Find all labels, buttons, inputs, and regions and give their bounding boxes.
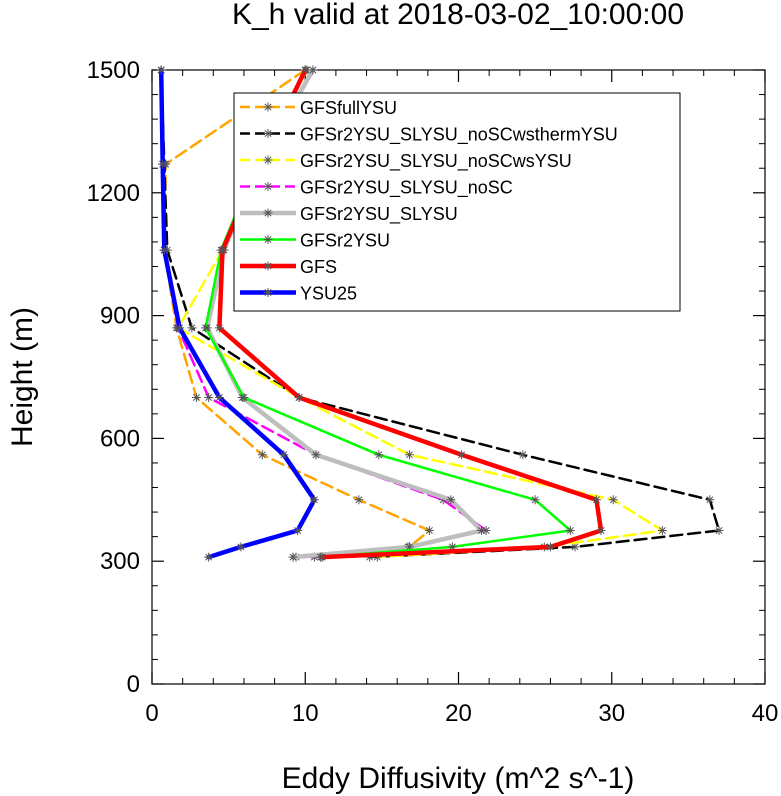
- data-point-gfsr2ysu-slysu: [476, 526, 486, 535]
- legend-item-gfsfullysu: GFSfullYSU: [240, 98, 397, 118]
- data-point-gfs: [457, 450, 467, 460]
- data-point-gfsr2ysu-slysu-noscwsthermysu: [714, 526, 724, 535]
- data-point-gfsr2ysu-slysu-noscwsthermysu: [518, 450, 528, 460]
- legend-item-gfsr2ysu-slysu-noscwsysu: GFSr2YSU_SLYSU_noSCwsYSU: [240, 151, 572, 172]
- legend-marker-gfs: [263, 261, 273, 271]
- legend-label-ysu25: YSU25: [300, 284, 357, 304]
- series-line-gfsfullysu: [163, 68, 431, 559]
- legend-label-gfsr2ysu-slysu: GFSr2YSU_SLYSU: [300, 204, 458, 225]
- x-tick-label: 10: [292, 700, 319, 727]
- data-point-gfsr2ysu-slysu: [311, 450, 321, 460]
- data-point-gfsr2ysu-slysu-noscwsthermysu: [705, 495, 715, 505]
- legend-label-gfsr2ysu-slysu-noscwsysu: GFSr2YSU_SLYSU_noSCwsYSU: [300, 151, 572, 172]
- data-point-gfsr2ysu-slysu: [288, 552, 298, 562]
- legend-item-ysu25: YSU25: [240, 284, 357, 304]
- data-point-gfsfullysu: [424, 526, 434, 535]
- legend: GFSfullYSU GFSr2YSU_SLYSU_noSCwsthermYSU G…: [233, 92, 681, 312]
- data-point-gfs: [596, 526, 606, 535]
- legend-label-gfsr2ysu: GFSr2YSU: [300, 231, 390, 251]
- data-point-ysu25: [175, 323, 185, 333]
- data-point-gfsr2ysu-slysu-nosc: [204, 392, 214, 402]
- legend-item-gfs: GFS: [240, 257, 337, 277]
- legend-marker-gfsr2ysu-slysu-noscwsthermysu: [263, 129, 273, 138]
- data-point-gfsfullysu: [191, 392, 201, 402]
- legend-label-gfsfullysu: GFSfullYSU: [300, 98, 397, 118]
- data-point-gfsr2ysu-slysu-nosc: [481, 526, 491, 535]
- legend-label-gfsr2ysu-slysu-noscwsthermysu: GFSr2YSU_SLYSU_noSCwsthermYSU: [300, 125, 618, 146]
- legend-marker-gfsr2ysu-slysu-noscwsysu: [263, 155, 273, 165]
- data-point-gfsr2ysu: [565, 526, 575, 535]
- data-point-gfsr2ysu-slysu: [404, 542, 414, 552]
- y-axis-label: Height (m): [6, 307, 39, 447]
- data-point-gfsfullysu: [257, 450, 267, 460]
- legend-item-gfsr2ysu-slysu-noscwsthermysu: GFSr2YSU_SLYSU_noSCwsthermYSU: [240, 125, 618, 146]
- data-point-gfs: [217, 245, 227, 255]
- y-tick-label: 1200: [87, 180, 140, 207]
- data-point-gfsfullysu: [354, 495, 364, 505]
- data-point-ysu25: [204, 552, 214, 562]
- x-tick-label: 20: [445, 700, 472, 727]
- legend-label-gfs: GFS: [300, 257, 337, 277]
- data-point-ysu25: [159, 245, 169, 255]
- legend-item-gfsr2ysu-slysu: GFSr2YSU_SLYSU: [240, 204, 458, 225]
- data-point-ysu25: [279, 450, 289, 460]
- data-point-gfs: [591, 495, 601, 505]
- y-tick-label: 300: [100, 548, 140, 575]
- data-point-gfsr2ysu-slysu: [308, 65, 318, 75]
- y-tick-label: 1500: [87, 57, 140, 84]
- data-point-gfsr2ysu-slysu-nosc: [438, 495, 448, 505]
- legend-marker-gfsr2ysu: [263, 235, 273, 244]
- legend-marker-ysu25: [263, 288, 273, 297]
- data-point-ysu25: [158, 159, 168, 169]
- data-point-gfsr2ysu: [530, 495, 540, 505]
- data-point-gfs: [545, 542, 555, 552]
- legend-label-gfsr2ysu-slysu-nosc: GFSr2YSU_SLYSU_noSC: [300, 178, 513, 199]
- legend-marker-gfsr2ysu-slysu: [263, 208, 273, 218]
- legend-marker-gfsfullysu: [263, 102, 273, 112]
- data-point-gfs: [214, 323, 224, 333]
- series-ysu25: [156, 65, 319, 562]
- data-point-gfsr2ysu-slysu-noscwsysu: [657, 526, 667, 535]
- data-point-gfsr2ysu: [447, 542, 457, 552]
- x-tick-label: 0: [145, 700, 158, 727]
- legend-marker-gfsr2ysu-slysu-nosc: [263, 182, 273, 191]
- data-point-gfsr2ysu-slysu-noscwsysu: [372, 552, 382, 562]
- y-tick-label: 0: [127, 671, 140, 698]
- data-point-gfsr2ysu-slysu-noscwsysu: [608, 495, 618, 505]
- data-point-gfs: [300, 65, 310, 75]
- data-point-gfsr2ysu: [239, 392, 249, 402]
- data-point-gfs: [317, 552, 327, 562]
- axes: 0 10 20 30 40 0 300 600 900 1200 1500: [87, 57, 779, 727]
- y-tick-label: 600: [100, 425, 140, 452]
- series-line-ysu25: [158, 67, 317, 560]
- chart-title: K_h valid at 2018-03-02_10:00:00: [232, 0, 684, 31]
- x-tick-label: 40: [752, 700, 779, 727]
- data-point-gfsr2ysu: [201, 323, 211, 333]
- data-point-ysu25: [309, 495, 319, 505]
- data-point-ysu25: [236, 542, 246, 552]
- x-axis-label: Eddy Diffusivity (m^2 s^-1): [282, 762, 635, 795]
- legend-item-gfsr2ysu-slysu-nosc: GFSr2YSU_SLYSU_noSC: [240, 178, 513, 199]
- y-tick-label: 900: [100, 303, 140, 330]
- x-tick-label: 30: [598, 700, 625, 727]
- data-point-gfsr2ysu-slysu-noscwsthermysu: [570, 542, 580, 552]
- series-line-gfsr2ysu-slysu-noscwsthermysu: [159, 68, 721, 559]
- legend-item-gfsr2ysu: GFSr2YSU: [240, 231, 390, 251]
- legend-box: [233, 92, 681, 312]
- data-point-gfs: [294, 392, 304, 402]
- data-point-gfsr2ysu: [374, 450, 384, 460]
- data-point-ysu25: [214, 392, 224, 402]
- data-point-gfsr2ysu-slysu: [446, 495, 456, 505]
- data-point-gfsr2ysu-slysu-noscwsysu: [404, 450, 414, 460]
- data-point-gfsr2ysu-slysu-noscwsthermysu: [187, 323, 197, 333]
- data-point-ysu25: [156, 65, 166, 75]
- data-point-ysu25: [293, 526, 303, 535]
